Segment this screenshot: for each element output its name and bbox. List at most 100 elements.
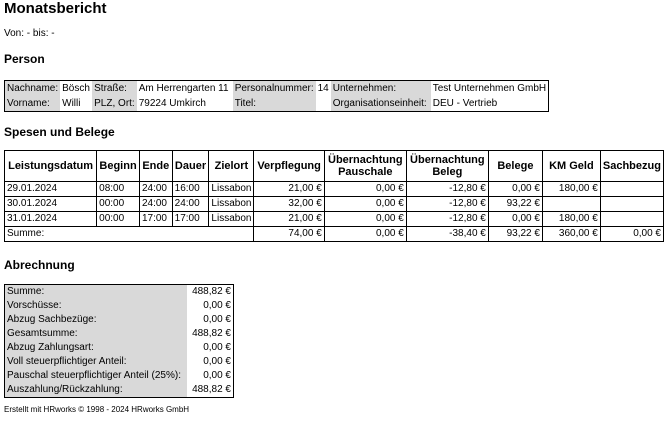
list-item: Auszahlung/Rückzahlung: 488,82 € bbox=[4, 383, 234, 398]
col-verpflegung: Verpflegung bbox=[253, 150, 325, 182]
sum-row: Summe: 74,00 € 0,00 € -38,40 € 93,22 € 3… bbox=[3, 226, 665, 242]
col-belege: Belege bbox=[487, 150, 543, 182]
personalnummer-label: Personalnummer: bbox=[232, 80, 316, 96]
person-row: Vorname: Willi PLZ, Ort: 79224 Umkirch T… bbox=[4, 96, 549, 112]
cell-belege: 0,00 € bbox=[487, 181, 543, 197]
nachname-label: Nachname: bbox=[4, 80, 61, 96]
cell-uep: 0,00 € bbox=[323, 181, 407, 197]
unternehmen-value: Test Unternehmen GmbH bbox=[432, 82, 547, 94]
page-title: Monatsbericht bbox=[4, 0, 107, 17]
cell-beginn: 00:00 bbox=[96, 211, 140, 227]
col-zielort: Zielort bbox=[208, 150, 255, 182]
list-item: Summe: 488,82 € bbox=[4, 284, 234, 299]
list-item: Abzug Sachbezüge: 0,00 € bbox=[4, 313, 234, 327]
sum-ueb: -38,40 € bbox=[405, 226, 489, 242]
period-text: Von: - bis: - bbox=[4, 28, 55, 39]
abr-value: 0,00 € bbox=[203, 370, 231, 381]
cell-km: 180,00 € bbox=[541, 211, 601, 227]
person-table: Nachname: Bösch Straße: Am Herrengarten … bbox=[4, 80, 550, 112]
cell-date: 30.01.2024 bbox=[3, 196, 98, 212]
abr-label: Abzug Sachbezüge: bbox=[4, 313, 187, 327]
cell-zielort: Lissabon bbox=[208, 181, 255, 197]
table-row: 30.01.2024 00:00 24:00 24:00 Lissabon 32… bbox=[3, 196, 665, 212]
cell-belege: 93,22 € bbox=[487, 196, 543, 212]
cell-beginn: 08:00 bbox=[96, 181, 140, 197]
cell-km: 180,00 € bbox=[541, 181, 601, 197]
abr-label: Vorschüsse: bbox=[4, 299, 187, 313]
cell-ueb: -12,80 € bbox=[405, 181, 489, 197]
cell-date: 29.01.2024 bbox=[3, 181, 98, 197]
sum-belege: 93,22 € bbox=[487, 226, 543, 242]
abr-value: 0,00 € bbox=[203, 300, 231, 311]
person-row: Nachname: Bösch Straße: Am Herrengarten … bbox=[4, 80, 549, 96]
strasse-label: Straße: bbox=[92, 80, 137, 96]
cell-verpflegung: 21,00 € bbox=[253, 181, 325, 197]
cell-ueb: -12,80 € bbox=[405, 211, 489, 227]
cell-ende: 24:00 bbox=[138, 196, 173, 212]
cell-uep: 0,00 € bbox=[323, 196, 407, 212]
sum-verpflegung: 74,00 € bbox=[253, 226, 325, 242]
plz-value: 79224 Umkirch bbox=[138, 97, 206, 109]
sum-uep: 0,00 € bbox=[323, 226, 407, 242]
col-uebernachtung-beleg: Übernachtung Beleg bbox=[405, 150, 489, 182]
cell-dauer: 16:00 bbox=[171, 181, 210, 197]
list-item: Voll steuerpflichtiger Anteil: 0,00 € bbox=[4, 355, 234, 369]
abr-label: Summe: bbox=[4, 284, 187, 299]
org-label: Organisationseinheit: bbox=[330, 96, 431, 112]
titel-value bbox=[316, 96, 331, 112]
cell-ende: 24:00 bbox=[138, 181, 173, 197]
cell-dauer: 24:00 bbox=[171, 196, 210, 212]
abrechnung-heading: Abrechnung bbox=[4, 258, 75, 272]
abr-value: 488,82 € bbox=[192, 328, 231, 339]
table-row: 29.01.2024 08:00 24:00 16:00 Lissabon 21… bbox=[3, 181, 665, 197]
cell-date: 31.01.2024 bbox=[3, 211, 98, 227]
cell-zielort: Lissabon bbox=[208, 196, 255, 212]
spesen-table: Leistungsdatum Beginn Ende Dauer Zielort… bbox=[3, 150, 665, 242]
cell-uep: 0,00 € bbox=[323, 211, 407, 227]
spesen-header-row: Leistungsdatum Beginn Ende Dauer Zielort… bbox=[3, 150, 665, 182]
abr-value: 0,00 € bbox=[203, 356, 231, 367]
unternehmen-label: Unternehmen: bbox=[330, 80, 431, 96]
abr-value: 0,00 € bbox=[203, 314, 231, 325]
cell-sachbezug bbox=[599, 181, 665, 197]
list-item: Abzug Zahlungsart: 0,00 € bbox=[4, 341, 234, 355]
cell-km bbox=[541, 196, 601, 212]
col-uebernachtung-pauschale: Übernachtung Pauschale bbox=[323, 150, 407, 182]
list-item: Pauschal steuerpflichtiger Anteil (25%):… bbox=[4, 369, 234, 383]
col-km-geld: KM Geld bbox=[541, 150, 601, 182]
cell-sachbezug bbox=[599, 211, 665, 227]
vorname-value: Willi bbox=[62, 97, 81, 109]
col-dauer: Dauer bbox=[171, 150, 210, 182]
nachname-value: Bösch bbox=[62, 82, 90, 94]
cell-verpflegung: 32,00 € bbox=[253, 196, 325, 212]
list-item: Vorschüsse: 0,00 € bbox=[4, 299, 234, 313]
abr-value: 0,00 € bbox=[203, 342, 231, 353]
abrechnung-table: Summe: 488,82 € Vorschüsse: 0,00 € Abzug S… bbox=[4, 284, 234, 398]
plz-label: PLZ, Ort: bbox=[92, 96, 137, 112]
person-heading: Person bbox=[4, 52, 45, 66]
strasse-value: Am Herrengarten 11 bbox=[138, 82, 229, 94]
abr-label: Pauschal steuerpflichtiger Anteil (25%): bbox=[4, 369, 187, 383]
cell-zielort: Lissabon bbox=[208, 211, 255, 227]
abr-label: Abzug Zahlungsart: bbox=[4, 341, 187, 355]
list-item: Gesamtsumme: 488,82 € bbox=[4, 327, 234, 341]
col-leistungsdatum: Leistungsdatum bbox=[3, 150, 98, 182]
col-ende: Ende bbox=[138, 150, 173, 182]
cell-verpflegung: 21,00 € bbox=[253, 211, 325, 227]
cell-ueb: -12,80 € bbox=[405, 196, 489, 212]
abr-value: 488,82 € bbox=[192, 384, 231, 395]
sum-sachbezug: 0,00 € bbox=[599, 226, 665, 242]
vorname-label: Vorname: bbox=[4, 96, 61, 112]
footer-text: Erstellt mit HRworks © 1998 - 2024 HRwor… bbox=[4, 405, 190, 414]
cell-beginn: 00:00 bbox=[96, 196, 140, 212]
cell-dauer: 17:00 bbox=[171, 211, 210, 227]
table-row: 31.01.2024 00:00 17:00 17:00 Lissabon 21… bbox=[3, 211, 665, 227]
abr-label: Voll steuerpflichtiger Anteil: bbox=[4, 355, 187, 369]
spesen-heading: Spesen und Belege bbox=[4, 125, 115, 139]
org-value: DEU - Vertrieb bbox=[432, 97, 498, 109]
personalnummer-value: 14 bbox=[317, 82, 329, 94]
cell-belege: 0,00 € bbox=[487, 211, 543, 227]
cell-ende: 17:00 bbox=[138, 211, 173, 227]
col-beginn: Beginn bbox=[96, 150, 140, 182]
